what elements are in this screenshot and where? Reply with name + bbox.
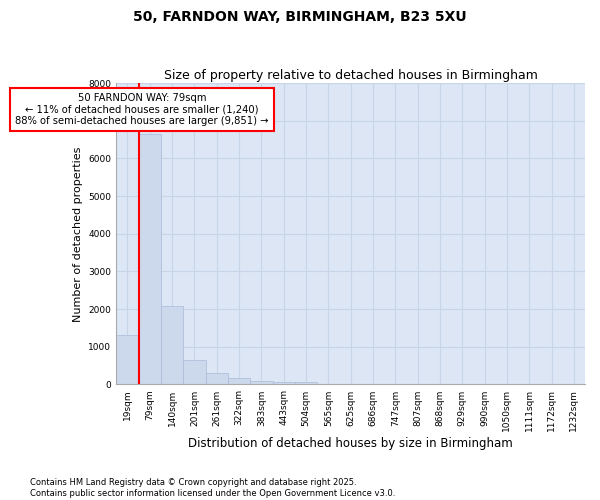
Bar bbox=[116, 334, 139, 384]
Title: Size of property relative to detached houses in Birmingham: Size of property relative to detached ho… bbox=[164, 69, 538, 82]
Bar bbox=[139, 134, 161, 384]
Bar bbox=[295, 382, 317, 384]
Bar bbox=[272, 382, 295, 384]
Y-axis label: Number of detached properties: Number of detached properties bbox=[73, 146, 83, 322]
Bar bbox=[228, 378, 250, 384]
Text: 50, FARNDON WAY, BIRMINGHAM, B23 5XU: 50, FARNDON WAY, BIRMINGHAM, B23 5XU bbox=[133, 10, 467, 24]
Text: Contains HM Land Registry data © Crown copyright and database right 2025.
Contai: Contains HM Land Registry data © Crown c… bbox=[30, 478, 395, 498]
Bar bbox=[183, 360, 206, 384]
Bar bbox=[206, 373, 228, 384]
Bar bbox=[250, 381, 272, 384]
X-axis label: Distribution of detached houses by size in Birmingham: Distribution of detached houses by size … bbox=[188, 437, 513, 450]
Text: 50 FARNDON WAY: 79sqm
← 11% of detached houses are smaller (1,240)
88% of semi-d: 50 FARNDON WAY: 79sqm ← 11% of detached … bbox=[15, 92, 269, 126]
Bar bbox=[161, 306, 183, 384]
